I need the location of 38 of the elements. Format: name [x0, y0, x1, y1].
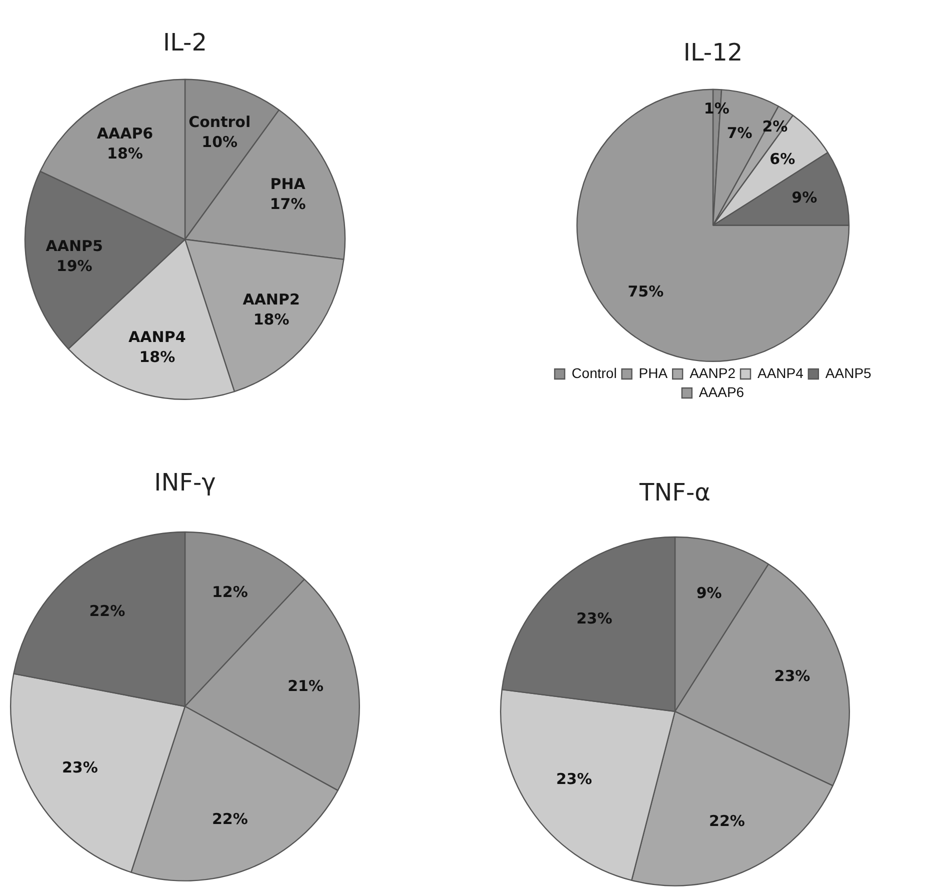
- legend-label: AANP4: [758, 364, 804, 381]
- data-label: 1%: [704, 100, 730, 118]
- data-label: 17%: [270, 194, 306, 213]
- data-label: 23%: [774, 667, 810, 686]
- legend-label: Control: [572, 364, 617, 381]
- data-label: 18%: [107, 144, 143, 163]
- data-label: 22%: [709, 812, 745, 830]
- chart-title: IL-12: [683, 38, 743, 67]
- data-label: 18%: [253, 310, 290, 329]
- data-label: 9%: [696, 584, 722, 602]
- data-label: 12%: [212, 582, 248, 601]
- slice-label: AANP5: [46, 236, 103, 255]
- data-label: 19%: [56, 256, 92, 275]
- data-label: 22%: [212, 810, 248, 828]
- data-label: 2%: [762, 118, 788, 136]
- data-label: 75%: [628, 282, 664, 301]
- data-label: 22%: [89, 602, 126, 620]
- slice-label: Control: [188, 112, 251, 131]
- legend-label: PHA: [638, 364, 668, 381]
- legend-label: AANP5: [825, 364, 872, 381]
- legend-label: AANP2: [690, 364, 736, 381]
- data-label: 9%: [792, 188, 818, 207]
- chart-title: IL-2: [163, 28, 207, 57]
- chart-title: INF-γ: [154, 468, 216, 497]
- data-label: 6%: [770, 150, 796, 168]
- data-label: 10%: [202, 132, 238, 151]
- legend-label: AAAP6: [698, 384, 744, 400]
- data-label: 23%: [556, 770, 592, 788]
- data-label: 23%: [62, 758, 98, 776]
- slice-label: AAAP6: [96, 124, 154, 143]
- data-label: 23%: [576, 610, 612, 628]
- data-label: 7%: [726, 124, 752, 142]
- data-label: 18%: [139, 348, 176, 366]
- chart-title: TNF-α: [638, 478, 710, 507]
- data-label: 21%: [288, 677, 324, 696]
- slice-label: AANP4: [128, 328, 186, 346]
- slice-label: PHA: [270, 174, 306, 193]
- slice-label: AANP2: [242, 290, 300, 309]
